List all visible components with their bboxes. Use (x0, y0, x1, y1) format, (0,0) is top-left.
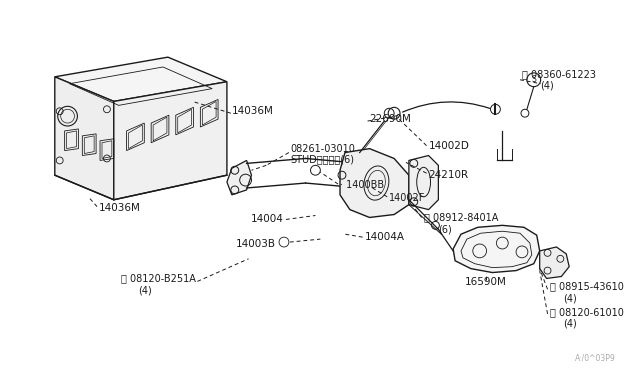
Text: Ⓑ 08120-61010: Ⓑ 08120-61010 (550, 307, 623, 317)
Polygon shape (227, 160, 252, 195)
Text: A·/0^03P9: A·/0^03P9 (575, 353, 616, 362)
Polygon shape (409, 155, 438, 209)
Polygon shape (540, 247, 569, 279)
Text: 14036M: 14036M (232, 106, 274, 116)
Text: S: S (531, 75, 536, 84)
Polygon shape (114, 82, 227, 200)
Text: (6): (6) (438, 224, 452, 234)
Polygon shape (55, 57, 227, 102)
Text: 08261-03010: 08261-03010 (291, 144, 356, 154)
Text: Ⓥ 08915-43610: Ⓥ 08915-43610 (550, 281, 623, 291)
Text: 16590M: 16590M (465, 278, 506, 288)
Text: 14004: 14004 (251, 214, 284, 224)
Text: Ⓢ 08360-61223: Ⓢ 08360-61223 (522, 69, 596, 79)
Text: 22690M: 22690M (369, 114, 412, 124)
Polygon shape (453, 225, 540, 273)
Text: Ⓑ 08120-B251A: Ⓑ 08120-B251A (121, 273, 196, 283)
Text: (4): (4) (563, 293, 577, 303)
Text: 14002F: 14002F (389, 193, 426, 203)
Text: (4): (4) (563, 319, 577, 329)
Text: 14036M: 14036M (99, 203, 141, 213)
Polygon shape (340, 149, 409, 218)
Text: 14004A: 14004A (365, 232, 404, 242)
Text: (4): (4) (540, 81, 554, 91)
Text: 14002D: 14002D (429, 141, 469, 151)
Text: (4): (4) (138, 285, 152, 295)
Text: 24210R: 24210R (429, 170, 468, 180)
Text: STUDスタッド(6): STUDスタッド(6) (291, 154, 355, 164)
Text: · 1400BB: · 1400BB (340, 180, 384, 190)
Text: Ⓝ 08912-8401A: Ⓝ 08912-8401A (424, 212, 498, 222)
Polygon shape (55, 77, 114, 200)
Text: 14003B: 14003B (236, 239, 276, 249)
